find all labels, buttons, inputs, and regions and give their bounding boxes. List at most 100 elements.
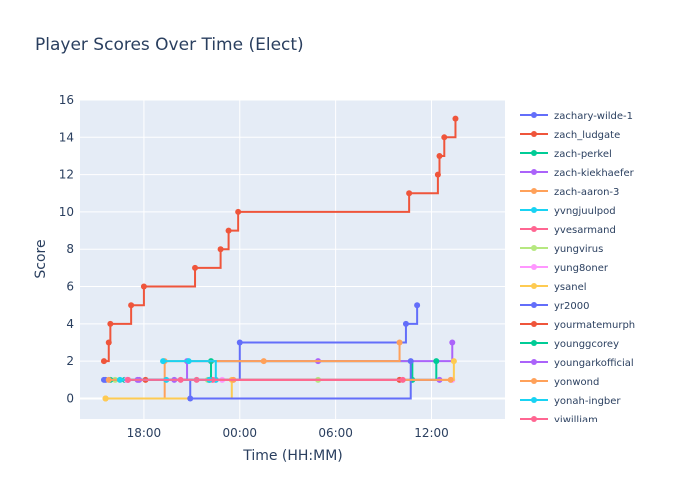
- legend-marker: [531, 264, 537, 270]
- legend-label: ysanel: [554, 282, 587, 293]
- data-point[interactable]: [436, 152, 443, 159]
- data-point[interactable]: [406, 190, 413, 197]
- data-point[interactable]: [105, 339, 112, 346]
- legend-label: zach_ludgate: [554, 130, 620, 141]
- data-point[interactable]: [434, 171, 441, 178]
- legend-marker: [531, 150, 537, 156]
- legend-marker: [531, 283, 537, 289]
- legend-label: yvesarmand: [554, 225, 616, 236]
- legend-label: zach-kiekhaefer: [554, 168, 635, 179]
- data-point[interactable]: [100, 358, 107, 365]
- x-tick-label: 12:00: [414, 426, 449, 440]
- legend-item[interactable]: ysanel: [520, 282, 587, 293]
- data-point[interactable]: [192, 264, 199, 271]
- y-tick-label: 0: [66, 391, 74, 405]
- legend-item[interactable]: yiwilliam: [520, 415, 598, 426]
- legend-marker: [531, 321, 537, 327]
- y-tick-label: 2: [66, 354, 74, 368]
- legend-marker: [531, 188, 537, 194]
- legend-marker: [531, 416, 537, 422]
- data-point[interactable]: [185, 358, 192, 365]
- legend-label: younggcorey: [554, 339, 619, 350]
- series-line: [163, 360, 217, 380]
- x-tick-label: 00:00: [222, 426, 257, 440]
- legend-item[interactable]: zach_ludgate: [520, 130, 620, 141]
- x-axis-title: Time (HH:MM): [242, 448, 343, 464]
- y-tick-label: 4: [66, 317, 74, 331]
- legend-label: yvngjuulpod: [554, 206, 616, 217]
- data-point[interactable]: [402, 320, 409, 327]
- data-point[interactable]: [441, 134, 448, 141]
- legend-label: zach-aaron-3: [554, 187, 619, 198]
- data-point[interactable]: [235, 208, 242, 215]
- y-tick-label: 10: [59, 205, 74, 219]
- legend-label: yourmatemurph: [554, 320, 635, 331]
- data-point[interactable]: [449, 339, 456, 346]
- data-point[interactable]: [225, 227, 232, 234]
- data-point[interactable]: [260, 358, 267, 365]
- data-point[interactable]: [128, 302, 135, 309]
- data-point[interactable]: [187, 395, 194, 402]
- legend-item[interactable]: yourmatemurph: [520, 320, 635, 331]
- data-point[interactable]: [396, 339, 403, 346]
- legend-marker: [531, 169, 537, 175]
- legend[interactable]: zachary-wilde-1 zach_ludgate zach-perkel za…: [520, 111, 635, 426]
- legend-item[interactable]: yonwond: [520, 377, 599, 388]
- series-zach_ludgate: [100, 115, 459, 365]
- series-line: [103, 118, 457, 363]
- data-point[interactable]: [102, 395, 109, 402]
- data-point[interactable]: [160, 358, 167, 365]
- y-tick-label: 8: [66, 242, 74, 256]
- series-group: [100, 115, 459, 402]
- legend-marker: [531, 359, 537, 365]
- legend-item[interactable]: zach-aaron-3: [520, 187, 619, 198]
- legend-item[interactable]: yvngjuulpod: [520, 206, 616, 217]
- legend-item[interactable]: yung8oner: [520, 263, 609, 274]
- y-tick-label: 16: [59, 93, 74, 107]
- legend-item[interactable]: zach-perkel: [520, 149, 612, 160]
- legend-item[interactable]: zach-kiekhaefer: [520, 168, 635, 179]
- legend-item[interactable]: youngarkofficial: [520, 358, 634, 369]
- legend-item[interactable]: yungvirus: [520, 244, 603, 255]
- data-point[interactable]: [140, 283, 147, 290]
- data-point[interactable]: [124, 376, 131, 383]
- legend-marker: [531, 245, 537, 251]
- legend-label: yr2000: [554, 301, 589, 312]
- data-point[interactable]: [452, 115, 459, 122]
- plot-area: [80, 100, 505, 419]
- data-point[interactable]: [217, 246, 224, 253]
- legend-marker: [531, 226, 537, 232]
- data-point[interactable]: [116, 376, 123, 383]
- y-tick-label: 12: [59, 168, 74, 182]
- legend-marker: [531, 131, 537, 137]
- data-point[interactable]: [236, 339, 243, 346]
- legend-item[interactable]: yonah-ingber: [520, 396, 621, 407]
- y-tick-label: 6: [66, 280, 74, 294]
- legend-item[interactable]: yr2000: [520, 301, 589, 312]
- data-point[interactable]: [450, 358, 457, 365]
- data-point[interactable]: [107, 320, 114, 327]
- data-point[interactable]: [399, 376, 406, 383]
- legend-label: yonah-ingber: [554, 396, 621, 407]
- legend-label: zach-perkel: [554, 149, 612, 160]
- legend-label: zachary-wilde-1: [554, 111, 633, 122]
- x-tick-label: 06:00: [318, 426, 353, 440]
- data-point[interactable]: [407, 358, 414, 365]
- data-point[interactable]: [414, 302, 421, 309]
- legend-label: yung8oner: [554, 263, 609, 274]
- legend-marker: [531, 302, 537, 308]
- legend-label: youngarkofficial: [554, 358, 634, 369]
- legend-label: yonwond: [554, 377, 599, 388]
- legend-item[interactable]: younggcorey: [520, 339, 619, 350]
- y-tick-label: 14: [59, 130, 74, 144]
- legend-item[interactable]: zachary-wilde-1: [520, 111, 633, 122]
- data-point[interactable]: [105, 376, 112, 383]
- legend-marker: [531, 207, 537, 213]
- chart-title: Player Scores Over Time (Elect): [35, 35, 304, 55]
- series-yiwilliam: [124, 376, 406, 383]
- data-point[interactable]: [433, 358, 440, 365]
- data-point[interactable]: [177, 376, 184, 383]
- legend-item[interactable]: yvesarmand: [520, 225, 616, 236]
- data-point[interactable]: [447, 376, 454, 383]
